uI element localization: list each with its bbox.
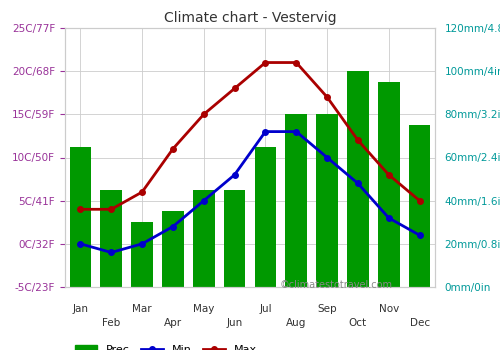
Bar: [316, 114, 338, 287]
Bar: [378, 82, 400, 287]
Bar: [347, 71, 368, 287]
Text: Feb: Feb: [102, 317, 120, 328]
Text: Jan: Jan: [72, 304, 88, 314]
Bar: [286, 114, 307, 287]
Text: May: May: [193, 304, 214, 314]
Text: Apr: Apr: [164, 317, 182, 328]
Legend: Prec, Min, Max: Prec, Min, Max: [70, 340, 262, 350]
Text: Sep: Sep: [318, 304, 337, 314]
Bar: [224, 190, 246, 287]
Text: Oct: Oct: [349, 317, 367, 328]
Text: Jun: Jun: [226, 317, 242, 328]
Text: Nov: Nov: [378, 304, 399, 314]
Bar: [162, 211, 184, 287]
Text: Dec: Dec: [410, 317, 430, 328]
Bar: [100, 190, 122, 287]
Text: ©climatestotravel.com: ©climatestotravel.com: [280, 280, 392, 289]
Bar: [132, 222, 153, 287]
Text: Jul: Jul: [259, 304, 272, 314]
Bar: [254, 147, 276, 287]
Text: Mar: Mar: [132, 304, 152, 314]
Text: Aug: Aug: [286, 317, 306, 328]
Bar: [193, 190, 214, 287]
Title: Climate chart - Vestervig: Climate chart - Vestervig: [164, 12, 336, 26]
Bar: [409, 125, 430, 287]
Bar: [70, 147, 91, 287]
